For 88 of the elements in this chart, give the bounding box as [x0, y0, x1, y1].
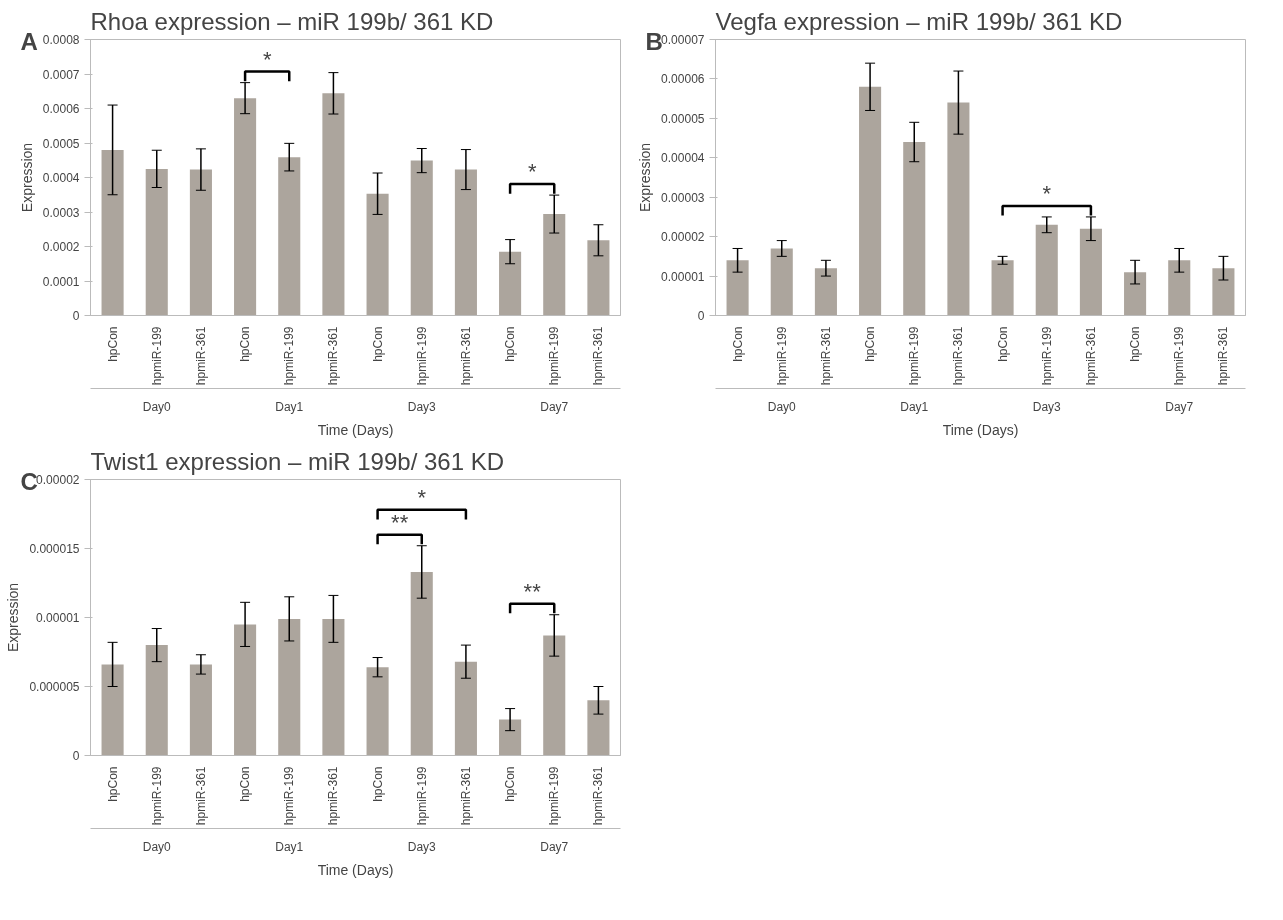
y-tick-label: 0.0001	[42, 274, 80, 289]
x-tick-label: hpmiR-361	[1216, 326, 1231, 386]
x-tick-label: hpmiR-199	[414, 326, 429, 386]
y-tick-label: 0.00002	[36, 473, 80, 487]
annotation: *	[262, 46, 272, 72]
y-tick-label: 0	[72, 749, 80, 763]
y-tick-label: 0.00004	[661, 151, 705, 166]
x-tick-label: hpCon	[1128, 326, 1143, 362]
chart-title: Rhoa expression – miR 199b/ 361 KD	[90, 7, 494, 35]
y-tick-label: 0.00002	[661, 230, 705, 245]
x-tick-label: hpmiR-361	[458, 326, 473, 386]
y-tick-label: 0.0005	[42, 136, 80, 151]
x-tick-label: hpmiR-199	[149, 326, 164, 386]
text: A	[20, 27, 38, 55]
x-tick-label: hpmiR-199	[907, 326, 922, 386]
annotation: *	[527, 159, 537, 185]
text: Day7	[1165, 399, 1194, 414]
text: Day0	[767, 399, 797, 414]
text: Day3	[1032, 399, 1062, 414]
y-tick-label: 0	[72, 309, 80, 323]
text: Day1	[900, 399, 929, 414]
y-axis-title: Expression	[18, 142, 35, 213]
text: Day1	[275, 839, 304, 854]
x-tick-label: hpCon	[995, 326, 1010, 362]
text: B	[645, 27, 663, 55]
x-tick-label: hpmiR-361	[951, 326, 966, 386]
x-tick-label: hpmiR-199	[1039, 326, 1054, 386]
x-tick-label: hpmiR-199	[414, 766, 429, 826]
x-tick-label: hpmiR-361	[818, 326, 833, 386]
x-tick-label: hpmiR-199	[1172, 326, 1187, 386]
text: Day0	[142, 399, 172, 414]
annotation: *	[417, 484, 427, 510]
x-tick-label: hpCon	[238, 766, 253, 802]
y-tick-label: 0.0006	[42, 102, 80, 116]
x-tick-label: hpCon	[370, 766, 385, 802]
y-tick-label: 0.0004	[42, 171, 80, 185]
x-tick-label: hpCon	[730, 326, 745, 362]
y-tick-label: 0.0002	[42, 240, 80, 254]
text: Day3	[407, 839, 437, 854]
x-tick-label: hpmiR-361	[1083, 326, 1098, 386]
x-axis-title: Time (Days)	[942, 421, 1019, 438]
y-tick-label: 0.00003	[661, 190, 705, 205]
x-tick-label: hpCon	[503, 766, 518, 802]
text: Day7	[540, 399, 569, 414]
x-tick-label: hpmiR-199	[149, 766, 164, 826]
x-tick-label: hpmiR-361	[193, 326, 208, 386]
y-tick-label: 0.000005	[29, 680, 80, 694]
x-tick-label: hpmiR-199	[547, 326, 562, 386]
x-axis-title: Time (Days)	[317, 421, 394, 438]
x-tick-label: hpmiR-199	[547, 766, 562, 826]
chart-title: Vegfa expression – miR 199b/ 361 KD	[715, 7, 1123, 35]
y-tick-label: 0.000015	[29, 542, 80, 556]
y-axis-title: Expression	[5, 582, 22, 653]
x-tick-label: hpmiR-199	[774, 326, 789, 386]
x-tick-label: hpCon	[503, 326, 518, 362]
text: Day0	[142, 839, 172, 854]
x-tick-label: hpCon	[105, 326, 120, 362]
x-tick-label: hpCon	[370, 326, 385, 362]
x-tick-label: hpCon	[863, 326, 878, 362]
y-tick-label: 0.0007	[42, 67, 80, 82]
x-tick-label: hpmiR-361	[326, 326, 341, 386]
y-tick-label: 0.00001	[661, 269, 705, 284]
y-tick-label: 0.00001	[36, 611, 80, 625]
x-tick-label: hpmiR-361	[591, 766, 606, 826]
y-tick-label: 0	[697, 309, 705, 323]
y-tick-label: 0.0003	[42, 205, 80, 220]
x-tick-label: hpmiR-199	[282, 326, 297, 386]
chart-title: Twist1 expression – miR 199b/ 361 KD	[90, 447, 505, 475]
annotation: *	[1042, 180, 1052, 206]
text: Day1	[275, 399, 304, 414]
x-tick-label: hpCon	[105, 766, 120, 802]
text: Day7	[540, 839, 569, 854]
y-tick-label: 0.00007	[661, 33, 705, 47]
x-tick-label: hpmiR-361	[591, 326, 606, 386]
text: C	[20, 467, 38, 495]
x-tick-label: hpmiR-199	[282, 766, 297, 826]
y-tick-label: 0.00005	[661, 111, 705, 126]
x-tick-label: hpmiR-361	[326, 766, 341, 826]
annotation: **	[391, 509, 409, 535]
x-tick-label: hpmiR-361	[458, 766, 473, 826]
x-tick-label: hpmiR-361	[193, 766, 208, 826]
annotation: **	[523, 578, 542, 604]
x-axis-title: Time (Days)	[317, 861, 394, 878]
y-axis-title: Expression	[637, 142, 654, 213]
x-tick-label: hpCon	[238, 326, 253, 362]
text: Day3	[407, 399, 437, 414]
y-tick-label: 0.00006	[661, 72, 705, 87]
y-tick-label: 0.0008	[42, 33, 80, 47]
